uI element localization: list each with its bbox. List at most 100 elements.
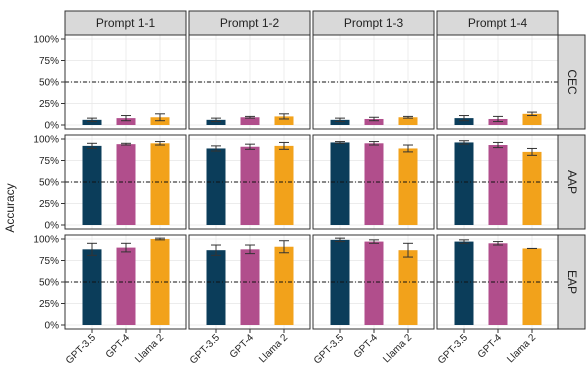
bar xyxy=(398,250,418,325)
column-strip-label: Prompt 1-4 xyxy=(468,16,528,30)
bar xyxy=(206,119,226,125)
column-strip-bg xyxy=(436,10,559,36)
y-tick-label: 75% xyxy=(39,56,59,67)
bar xyxy=(82,249,102,325)
panel xyxy=(312,234,435,330)
row-strip: CEC xyxy=(557,34,586,130)
bar xyxy=(364,143,384,225)
x-axis: GPT-3.5 GPT-4 Llama 2 GPT-3.5 GPT-4 Llama 2 GP… xyxy=(64,329,538,366)
bar xyxy=(398,148,418,225)
column-strip-label: Prompt 1-2 xyxy=(220,16,280,30)
bar xyxy=(150,239,170,325)
bar xyxy=(206,250,226,325)
column-strip-label: Prompt 1-1 xyxy=(96,16,156,30)
column-strip: Prompt 1-1 xyxy=(64,10,187,36)
panel xyxy=(188,134,311,230)
y-axes: 0% 25% 50% 75% 100% 0% 25% 50% 75% 100% 0% 25% 50% 75… xyxy=(33,35,65,332)
column-strip-bg xyxy=(64,10,187,36)
bar xyxy=(240,146,260,225)
x-tick-label: GPT-3.5 xyxy=(188,332,222,366)
y-tick-label: 0% xyxy=(45,121,60,132)
column-strips: Prompt 1-1 Prompt 1-2 Prompt 1-3 Prompt 1-4 xyxy=(64,10,559,36)
panels xyxy=(64,34,559,330)
y-tick-label: 100% xyxy=(33,135,59,146)
row-strip-label: EAP xyxy=(565,270,579,294)
bar xyxy=(82,145,102,225)
y-tick-label: 50% xyxy=(39,178,59,189)
y-tick-label: 75% xyxy=(39,256,59,267)
row-strip-bg xyxy=(557,234,586,330)
column-strip-label: Prompt 1-3 xyxy=(344,16,404,30)
x-tick-label: Llama 2 xyxy=(505,332,538,365)
bar xyxy=(364,118,384,125)
y-tick-label: 100% xyxy=(33,235,59,246)
bar xyxy=(274,116,294,125)
bar xyxy=(116,118,136,125)
x-tick-label: Llama 2 xyxy=(381,332,414,365)
bar xyxy=(274,246,294,325)
y-tick-label: 100% xyxy=(33,35,59,46)
panel-border xyxy=(312,134,435,230)
panel xyxy=(312,34,435,130)
bar xyxy=(206,148,226,225)
column-strip: Prompt 1-2 xyxy=(188,10,311,36)
bar xyxy=(398,117,418,125)
panel-border xyxy=(312,34,435,130)
bar xyxy=(522,151,542,225)
y-axis-title: Accuracy xyxy=(3,183,17,232)
row-strip: AAP xyxy=(557,134,586,230)
row-strip-bg xyxy=(557,34,586,130)
x-tick-label: GPT-3.5 xyxy=(436,332,470,366)
y-tick-label: 50% xyxy=(39,78,59,89)
x-tick-label: Llama 2 xyxy=(133,332,166,365)
bar xyxy=(240,117,260,125)
column-strip-bg xyxy=(188,10,311,36)
bar xyxy=(150,143,170,225)
bar xyxy=(454,241,474,325)
panel-border xyxy=(188,34,311,130)
y-tick-label: 25% xyxy=(39,199,59,210)
x-tick-label: Llama 2 xyxy=(257,332,290,365)
panel xyxy=(436,134,559,230)
panel xyxy=(64,34,187,130)
bar xyxy=(522,113,542,125)
bar xyxy=(522,248,542,325)
panel xyxy=(64,134,187,230)
bar xyxy=(364,241,384,325)
x-tick-label: GPT-4 xyxy=(228,332,257,361)
x-tick-label: GPT-3.5 xyxy=(312,332,346,366)
bar xyxy=(488,145,508,225)
x-tick-label: GPT-4 xyxy=(352,332,381,361)
panel-border xyxy=(188,134,311,230)
panel-border xyxy=(436,34,559,130)
x-tick-label: GPT-4 xyxy=(104,332,133,361)
bar xyxy=(454,142,474,225)
bar xyxy=(240,249,260,325)
bar xyxy=(274,145,294,225)
y-tick-label: 0% xyxy=(45,221,60,232)
row-strips: CEC AAP EAP xyxy=(557,34,586,330)
panel xyxy=(436,34,559,130)
row-strip-label: CEC xyxy=(565,69,579,95)
bar xyxy=(330,119,350,125)
panel xyxy=(312,134,435,230)
y-tick-label: 25% xyxy=(39,99,59,110)
bar xyxy=(116,144,136,225)
bar xyxy=(454,118,474,125)
y-tick-label: 25% xyxy=(39,299,59,310)
y-tick-label: 50% xyxy=(39,278,59,289)
bar xyxy=(82,119,102,125)
y-tick-label: 0% xyxy=(45,321,60,332)
panel xyxy=(64,234,187,330)
bar xyxy=(330,142,350,225)
x-tick-label: GPT-4 xyxy=(476,332,505,361)
x-tick-label: GPT-3.5 xyxy=(64,332,98,366)
panel xyxy=(188,234,311,330)
y-tick-label: 75% xyxy=(39,156,59,167)
panel xyxy=(436,234,559,330)
panel xyxy=(188,34,311,130)
column-strip: Prompt 1-4 xyxy=(436,10,559,36)
row-strip-label: AAP xyxy=(565,170,579,194)
panel-border xyxy=(436,134,559,230)
